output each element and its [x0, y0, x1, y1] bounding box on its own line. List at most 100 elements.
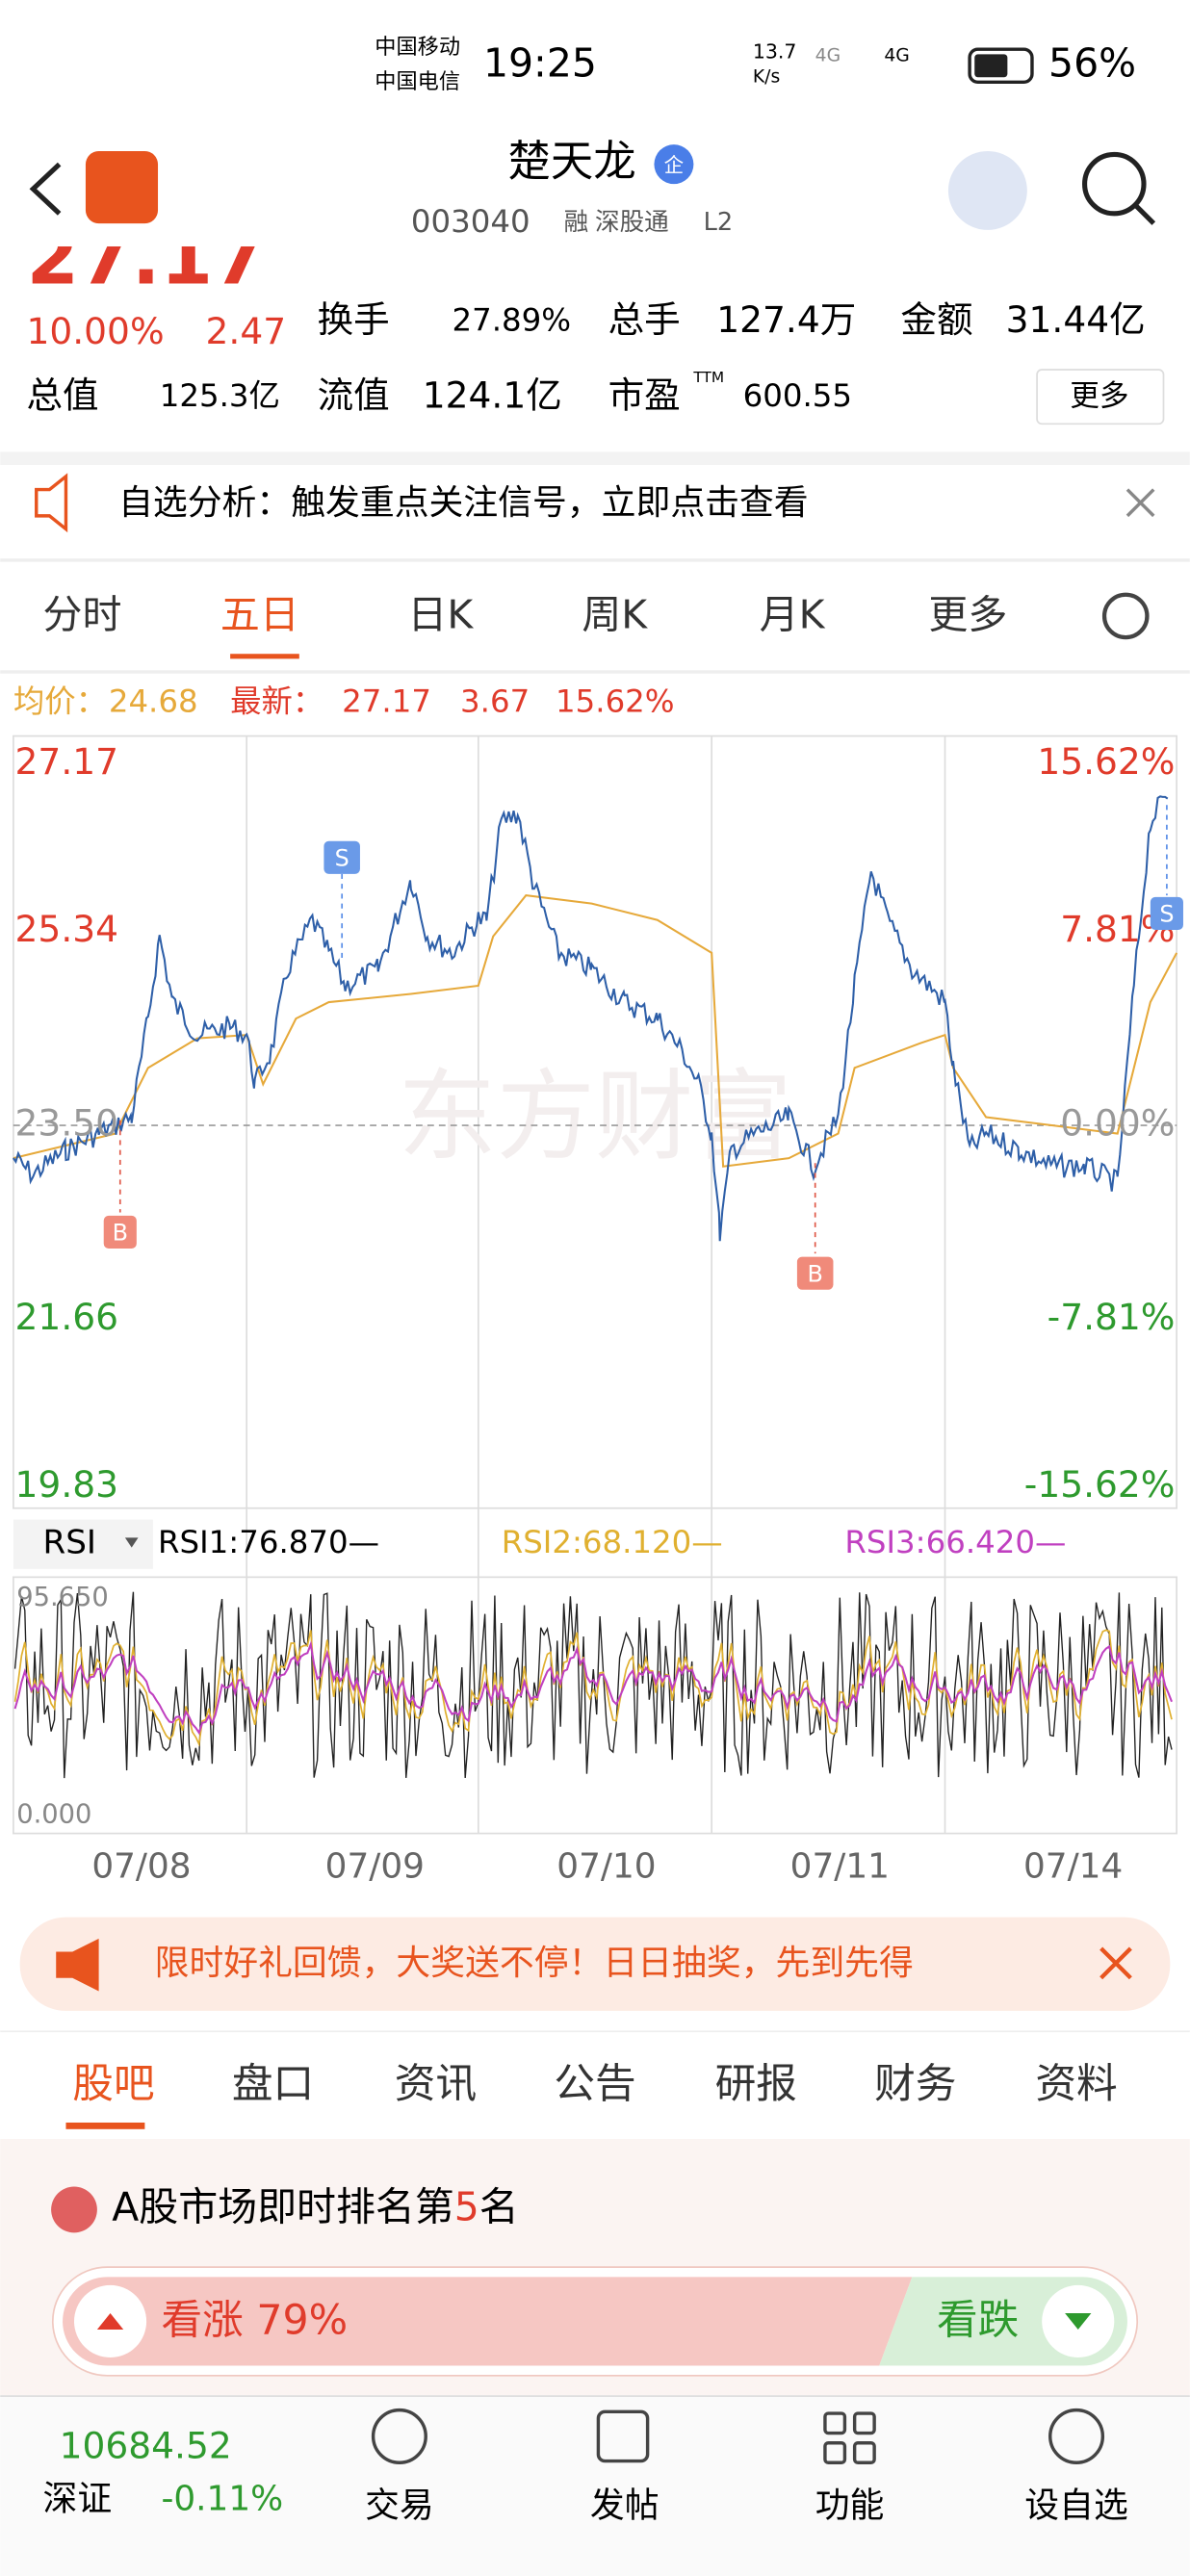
stat-label: 换手 [318, 298, 390, 341]
rank[interactable]: A股市场即时排名第5名 [112, 2183, 519, 2229]
search[interactable] [1082, 151, 1147, 217]
nav-item[interactable]: 功能 [815, 2486, 885, 2525]
date-label: 07/11 [790, 1846, 890, 1886]
tab[interactable]: 分时 [43, 592, 122, 638]
stat-label: 金额 [900, 298, 972, 341]
date-label: 07/09 [325, 1846, 425, 1886]
rsi-top: 95.650 [16, 1583, 109, 1612]
badge: 企 [664, 153, 684, 176]
speaker [35, 473, 68, 533]
tab[interactable]: 五日 [220, 592, 299, 638]
avg: 24.68 [109, 683, 198, 719]
y2-label: 0.00% [1060, 1102, 1175, 1145]
stat-label: 总值 [27, 374, 99, 417]
sub-tab[interactable]: 研报 [715, 2060, 797, 2108]
index-name[interactable]: 深证 [43, 2479, 113, 2518]
date-label: 07/08 [91, 1846, 191, 1886]
net: 4G [815, 46, 841, 66]
tab[interactable]: 更多 [928, 592, 1007, 638]
battery: 56% [1048, 39, 1136, 86]
stat-value: 124.1亿 [423, 374, 562, 417]
y-label: 19.83 [15, 1463, 118, 1506]
stat-value: 31.44亿 [1006, 298, 1146, 341]
battery-icon [968, 47, 1034, 85]
speed: 13.7 [753, 40, 797, 64]
more-button[interactable] [1036, 369, 1165, 425]
settings[interactable] [1101, 592, 1150, 640]
stat-value: 27.89% [453, 302, 572, 339]
nav-item[interactable]: 发帖 [590, 2486, 660, 2525]
tab-indicator [230, 654, 299, 659]
sub-tab[interactable]: 公告 [554, 2060, 635, 2108]
rsi-name[interactable]: RSI [43, 1524, 96, 1562]
notice[interactable]: 自选分析：触发重点关注信号，立即点击查看 [118, 483, 809, 523]
badge-bg [654, 144, 694, 185]
robot-avatar[interactable] [947, 151, 1027, 230]
stock-name: 楚天龙 [508, 138, 636, 187]
y2-label: 15.62% [1037, 740, 1175, 783]
watermark: 东方财富 [398, 1060, 792, 1174]
y-label: 23.50 [15, 1102, 118, 1145]
tag: 融 [564, 208, 589, 237]
change: 3.67 [460, 683, 530, 719]
rsi2: RSI2:68.120— [502, 1524, 723, 1560]
stat-value: 125.3亿 [160, 377, 280, 414]
stat-label: 市盈 [608, 374, 681, 417]
buy-marker: B [807, 1260, 822, 1287]
stat-value: 127.4万 [716, 298, 856, 341]
index[interactable]: 10684.52 [60, 2424, 232, 2466]
rsi1-line [13, 1591, 1173, 1779]
y2-label: -7.81% [1048, 1296, 1176, 1338]
index-pct[interactable]: -0.11% [161, 2479, 283, 2518]
carrier: 中国电信 [375, 69, 460, 94]
vote-up-bar[interactable] [63, 2277, 913, 2366]
date-label: 07/10 [556, 1846, 656, 1886]
battery-level [974, 54, 1008, 78]
promo[interactable]: 限时好礼回馈，大奖送不停！日日抽奖，先到先得 [155, 1944, 914, 1983]
stat-value: 600.55 [743, 377, 852, 414]
buy-marker: B [113, 1220, 128, 1247]
ttm: TTM [692, 369, 724, 386]
vote-down[interactable]: 看跌 [937, 2297, 1019, 2345]
vote-up[interactable]: 看涨 79% [161, 2297, 348, 2345]
close[interactable] [1125, 488, 1155, 518]
price-line [13, 795, 1169, 1242]
more[interactable]: 更多 [1070, 379, 1128, 414]
sub-tab[interactable]: 股吧 [72, 2060, 154, 2108]
tab[interactable]: 月K [760, 592, 826, 638]
stat-label: 总手 [608, 298, 681, 341]
stock-code: 003040 [411, 203, 530, 240]
y-label: 21.66 [15, 1296, 118, 1338]
speed-unit: K/s [753, 67, 780, 88]
avg-line [13, 894, 1178, 1168]
change: 2.47 [206, 310, 287, 352]
sub-tab[interactable]: 盘口 [232, 2060, 314, 2108]
tab[interactable]: 日K [407, 592, 474, 638]
avg-label: 均价： [13, 683, 107, 719]
tab[interactable]: 周K [582, 592, 648, 638]
stat-label: 流值 [318, 374, 390, 417]
rsi-bottom: 0.000 [16, 1799, 91, 1829]
sub-tab[interactable]: 资讯 [395, 2060, 477, 2108]
time: 19:25 [483, 39, 597, 86]
y-label: 27.17 [15, 740, 118, 783]
carrier: 中国移动 [375, 35, 460, 60]
sell-marker: S [1159, 901, 1174, 928]
sell-marker: S [335, 845, 349, 872]
promo-banner[interactable] [19, 1917, 1171, 2011]
nav-item[interactable]: 交易 [365, 2486, 434, 2525]
sub-tab[interactable]: 资料 [1035, 2060, 1117, 2108]
pct: 15.62% [556, 683, 675, 719]
latest: 27.17 [342, 683, 431, 719]
app-logo [85, 151, 159, 224]
close[interactable] [1099, 1946, 1132, 1980]
sub-tab[interactable]: 财务 [874, 2060, 956, 2108]
rsi3-line [13, 1640, 1173, 1736]
rsi1: RSI1:76.870— [158, 1524, 379, 1560]
back[interactable] [29, 162, 62, 216]
tag: 深股通 [595, 208, 669, 237]
chart-frame [12, 734, 1178, 1509]
nav-item[interactable]: 设自选 [1024, 2486, 1127, 2525]
rsi2-line [13, 1629, 1173, 1747]
